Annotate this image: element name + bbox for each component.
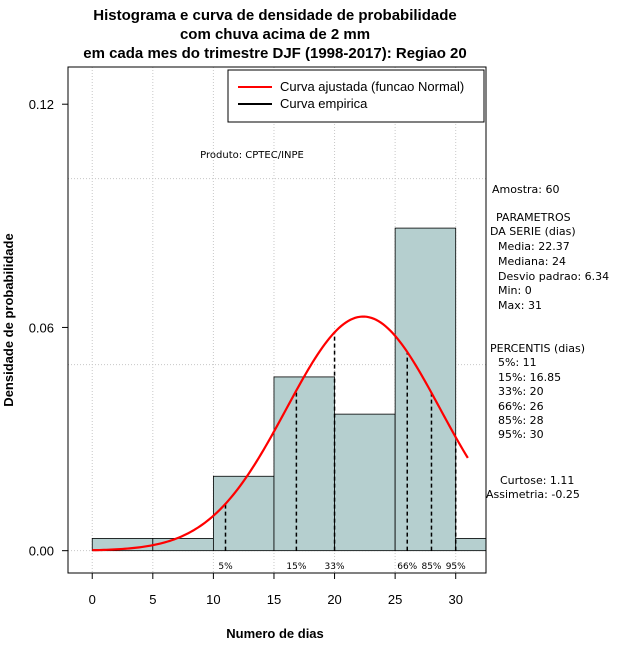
normal-curve: [92, 315, 469, 552]
chart-title-line-2: com chuva acima de 2 mm: [180, 26, 370, 43]
pct-85: 85%: 28: [498, 414, 544, 427]
x-tick-label-3: 15: [267, 592, 281, 607]
plot-frame: [67, 66, 487, 574]
pct-95: 95%: 30: [498, 428, 544, 441]
stat-median: Mediana: 24: [498, 255, 566, 268]
chart-title-line-3: em cada mes do trimestre DJF (1998-2017)…: [83, 45, 467, 62]
params-subheading: DA SERIE (dias): [490, 225, 576, 238]
kurtosis: Curtose: 1.11: [500, 474, 574, 487]
histogram-bar-3: [273, 376, 335, 552]
chart-title-line-1: Histograma e curva de densidade de proba…: [93, 7, 456, 24]
stat-max: Max: 31: [498, 299, 542, 312]
product-credit: Produto: CPTEC/INPE: [200, 150, 304, 161]
y-tick-label-2: 0.12: [29, 97, 54, 112]
statistics-panel: Amostra: 60 PARAMETROS DA SERIE (dias) M…: [486, 183, 609, 501]
params-heading: PARAMETROS: [496, 211, 571, 224]
histogram-bar-1: [152, 537, 214, 552]
legend-label-fit: Curva ajustada (funcao Normal): [280, 79, 464, 94]
skewness: Assimetria: -0.25: [486, 488, 580, 501]
y-tick-label-1: 0.06: [29, 320, 54, 335]
histogram-bar-4: [334, 413, 396, 552]
percentile-label-3: 66%: [397, 562, 417, 572]
pct-33: 33%: 20: [498, 385, 544, 398]
percentile-label-5: 95%: [446, 562, 466, 572]
y-axis-label: Densidade de probabilidade: [1, 233, 16, 406]
x-tick-label-5: 25: [388, 592, 402, 607]
percentile-label-4: 85%: [421, 562, 441, 572]
stat-min: Min: 0: [498, 284, 532, 297]
legend-box: [227, 69, 485, 123]
x-tick-label-2: 10: [206, 592, 220, 607]
pct-15: 15%: 16.85: [498, 371, 561, 384]
legend: Curva ajustada (funcao Normal) Curva emp…: [227, 69, 485, 123]
x-axis-label: Numero de dias: [226, 626, 324, 641]
axes: 0 5 10 15 20 25 30 0.00 0.06 0.12: [29, 97, 463, 607]
stat-sd: Desvio padrao: 6.34: [498, 270, 609, 283]
pct-66: 66%: 26: [498, 400, 544, 413]
x-tick-label-1: 5: [149, 592, 156, 607]
percentiles-heading: PERCENTIS (dias): [490, 342, 585, 355]
percentile-label-2: 33%: [325, 562, 345, 572]
percentile-label-0: 5%: [218, 562, 233, 572]
sample-size: Amostra: 60: [492, 183, 559, 196]
y-tick-label-0: 0.00: [29, 544, 54, 559]
x-tick-label-4: 20: [327, 592, 341, 607]
x-tick-label-6: 30: [448, 592, 462, 607]
histogram-bar-6: [455, 537, 487, 552]
normal-curve-line: [92, 315, 469, 552]
pct-5: 5%: 11: [498, 356, 537, 369]
percentile-lines: 5% 15% 33% 66% 85% 95%: [218, 332, 466, 572]
histogram-bar-2: [212, 475, 275, 552]
histogram-bars: [91, 227, 487, 552]
x-tick-label-0: 0: [89, 592, 96, 607]
percentile-label-1: 15%: [286, 562, 306, 572]
histogram-bar-5: [394, 227, 457, 552]
stat-mean: Media: 22.37: [498, 240, 570, 253]
legend-label-empirical: Curva empirica: [280, 96, 368, 111]
